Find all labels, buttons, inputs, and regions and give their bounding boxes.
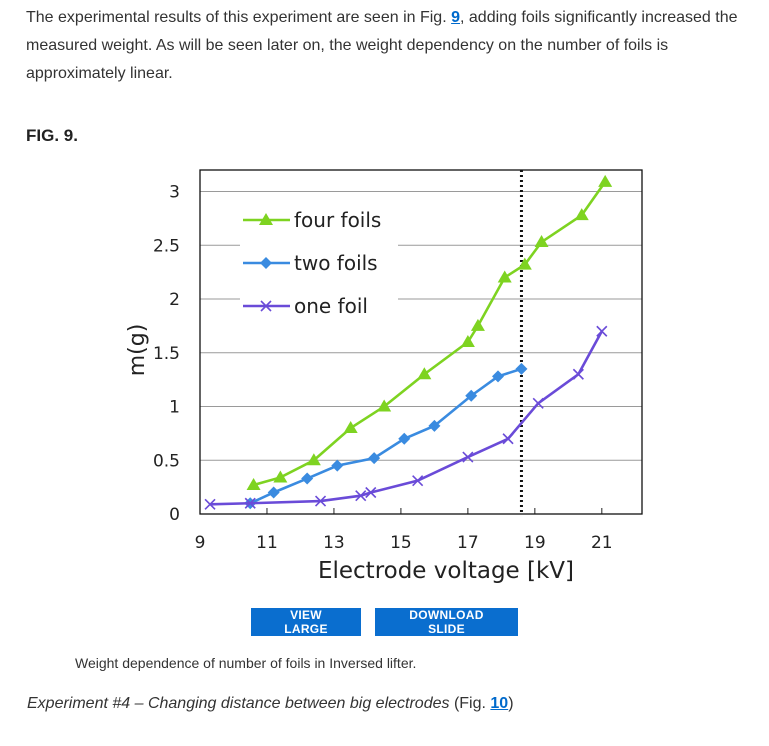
intro-text-after: , adding foils significantly increased t… xyxy=(26,9,738,82)
data-point-four-foils xyxy=(460,335,475,347)
legend-label-two-foils: two foils xyxy=(294,251,378,275)
x-tick-label: 17 xyxy=(457,533,479,553)
plot-frame xyxy=(199,169,643,515)
data-point-two-foils xyxy=(368,452,381,465)
data-point-one-foil xyxy=(355,490,367,502)
data-point-two-foils xyxy=(465,389,478,402)
data-point-two-foils xyxy=(398,432,411,445)
data-point-four-foils xyxy=(273,470,288,483)
figure-9-link[interactable]: 9 xyxy=(451,9,460,26)
figure-caption: Weight dependence of number of foils in … xyxy=(75,655,417,671)
legend-marker-two-foils xyxy=(260,257,272,269)
data-point-one-foil xyxy=(596,325,608,337)
data-point-one-foil xyxy=(462,451,474,463)
x-axis-title: Electrode voltage [kV] xyxy=(318,558,574,584)
data-point-two-foils xyxy=(267,486,280,499)
data-point-four-foils xyxy=(306,453,321,466)
data-point-four-foils xyxy=(598,174,613,187)
chart: 0 0.5 1 1.5 2 2.5 3 9 11 13 15 17 19 21 Electrode volt… xyxy=(125,169,643,584)
x-tick-label: 13 xyxy=(323,533,345,553)
legend-marker-four-foils xyxy=(259,213,273,225)
data-point-two-foils xyxy=(492,370,505,383)
y-tick-label: 1.5 xyxy=(153,344,180,364)
view-large-button[interactable]: VIEW LARGE xyxy=(251,608,361,636)
data-point-four-foils xyxy=(417,367,432,380)
data-point-four-foils xyxy=(534,235,549,248)
x-tick-label: 19 xyxy=(524,533,546,553)
figure-10-link[interactable]: 10 xyxy=(490,695,509,712)
y-axis-title: m(g) xyxy=(125,324,150,377)
data-point-one-foil xyxy=(412,475,424,487)
data-point-four-foils xyxy=(497,270,512,283)
data-point-one-foil xyxy=(204,498,216,510)
data-point-one-foil xyxy=(502,433,514,445)
data-point-four-foils xyxy=(377,399,392,412)
series-line-one-foil xyxy=(210,330,603,506)
next-section-title: Experiment #4 – Changing distance betwee… xyxy=(27,695,450,712)
data-point-two-foils xyxy=(301,472,314,485)
next-section-paragraph: Experiment #4 – Changing distance betwee… xyxy=(27,695,514,713)
data-point-two-foils xyxy=(331,459,344,472)
y-tick-label: 0 xyxy=(169,505,180,525)
download-slide-button[interactable]: DOWNLOAD SLIDE xyxy=(375,608,518,636)
data-point-four-foils xyxy=(574,208,589,221)
y-tick-label: 2.5 xyxy=(153,236,180,256)
data-point-four-foils xyxy=(246,477,261,490)
data-point-two-foils xyxy=(515,362,528,375)
legend-label-one-foil: one foil xyxy=(294,294,368,318)
next-before-link: (Fig. xyxy=(449,695,491,712)
data-point-one-foil xyxy=(572,368,584,380)
data-point-two-foils xyxy=(428,419,441,432)
intro-text-before: The experimental results of this experim… xyxy=(26,9,452,26)
x-tick-label: 9 xyxy=(195,533,206,553)
x-tick-label: 21 xyxy=(591,533,613,553)
figure-label: FIG. 9. xyxy=(26,126,78,145)
series-line-two-foils xyxy=(249,367,522,505)
x-tick-label: 15 xyxy=(390,533,412,553)
data-point-four-foils xyxy=(517,257,532,270)
legend-label-four-foils: four foils xyxy=(294,208,381,232)
next-after-link: ) xyxy=(508,695,514,712)
data-point-one-foil xyxy=(244,497,256,509)
y-tick-label: 3 xyxy=(169,183,180,203)
data-point-four-foils xyxy=(343,421,358,433)
y-tick-label: 2 xyxy=(169,290,180,310)
intro-paragraph: The experimental results of this experim… xyxy=(26,4,756,88)
data-point-one-foil xyxy=(314,495,327,507)
x-tick-label: 11 xyxy=(256,533,278,553)
legend-marker-one-foil xyxy=(260,300,272,312)
data-point-one-foil xyxy=(365,486,377,499)
y-tick-label: 0.5 xyxy=(153,451,180,471)
data-point-four-foils xyxy=(470,318,485,331)
y-tick-label: 1 xyxy=(169,398,180,418)
data-point-one-foil xyxy=(532,397,544,409)
